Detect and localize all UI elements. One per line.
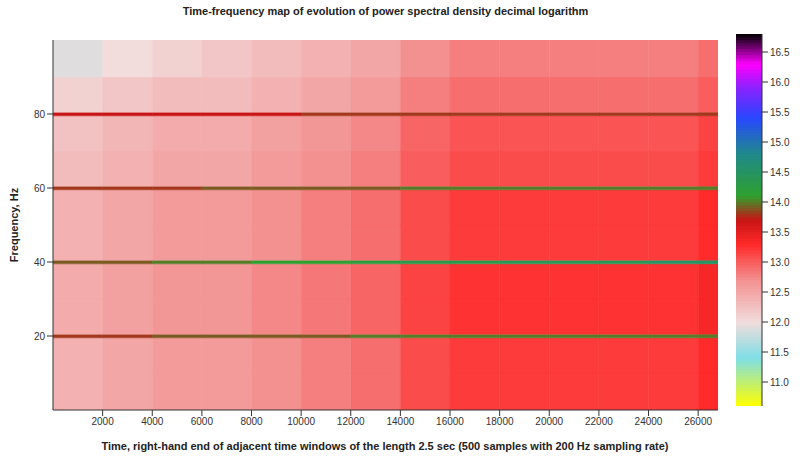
svg-text:20000: 20000: [535, 416, 563, 427]
svg-text:4000: 4000: [141, 416, 164, 427]
svg-text:80: 80: [34, 109, 46, 120]
svg-text:24000: 24000: [635, 416, 663, 427]
svg-text:10000: 10000: [287, 416, 315, 427]
svg-text:20: 20: [34, 331, 46, 342]
svg-text:26000: 26000: [684, 416, 712, 427]
html-text:Time, right-hand end of adjace: Time, right-hand end of adjacent time wi…: [101, 440, 669, 452]
svg-text:40: 40: [34, 257, 46, 268]
svg-text:2000: 2000: [92, 416, 115, 427]
svg-text:15.5: 15.5: [770, 107, 790, 118]
svg-text:16.0: 16.0: [770, 77, 790, 88]
html-text:Time-frequency map of evolutio: Time-frequency map of evolution of power…: [182, 5, 589, 17]
svg-text:14.5: 14.5: [770, 167, 790, 178]
svg-text:15.0: 15.0: [770, 137, 790, 148]
svg-text:18000: 18000: [486, 416, 514, 427]
svg-text:14000: 14000: [386, 416, 414, 427]
svg-text:14.0: 14.0: [770, 197, 790, 208]
svg-text:8000: 8000: [240, 416, 263, 427]
svg-text:22000: 22000: [585, 416, 613, 427]
svg-text:12.0: 12.0: [770, 317, 790, 328]
svg-text:12000: 12000: [337, 416, 365, 427]
svg-text:60: 60: [34, 183, 46, 194]
svg-text:6000: 6000: [191, 416, 214, 427]
svg-text:16.5: 16.5: [770, 47, 790, 58]
svg-text:13.0: 13.0: [770, 257, 790, 268]
svg-text:13.5: 13.5: [770, 227, 790, 238]
svg-text:16000: 16000: [436, 416, 464, 427]
svg-text:12.5: 12.5: [770, 287, 790, 298]
svg-text:Frequency, Hz: Frequency, Hz: [8, 187, 20, 262]
svg-text:11.0: 11.0: [770, 377, 789, 388]
svg-text:11.5: 11.5: [770, 347, 789, 358]
